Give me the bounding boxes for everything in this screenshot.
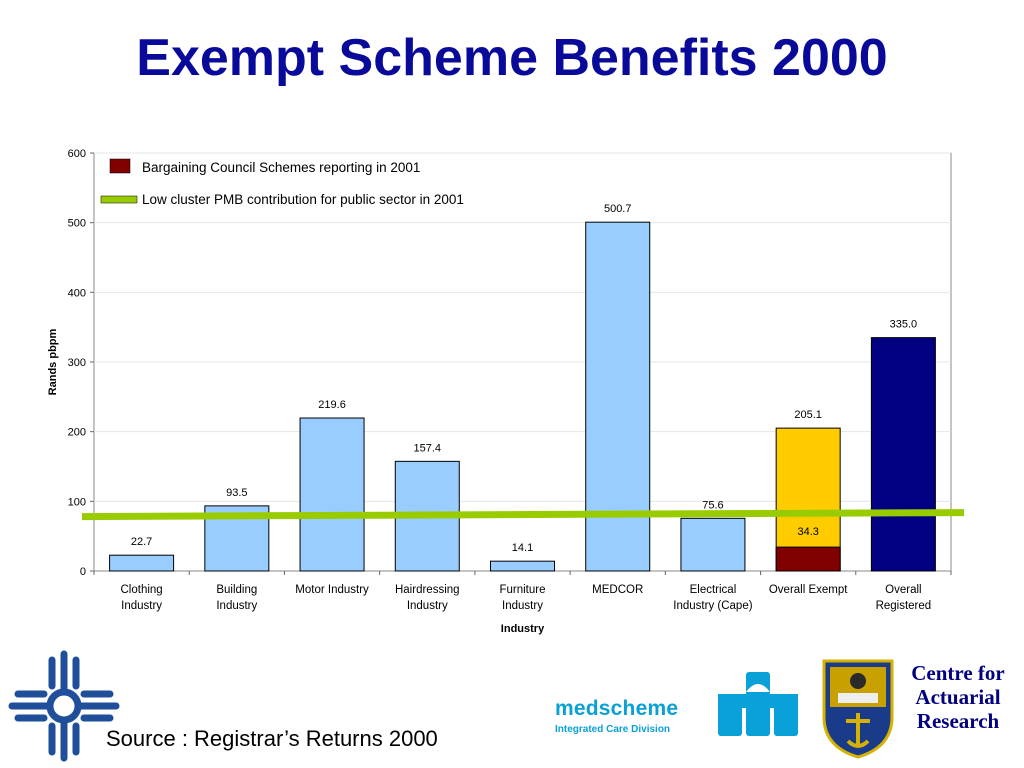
legend-entry: Bargaining Council Schemes reporting in … <box>142 160 420 175</box>
data-label: 335.0 <box>890 319 918 331</box>
cross-logo-icon <box>8 650 120 762</box>
bar <box>490 560 555 572</box>
data-label: 93.5 <box>226 487 247 499</box>
slide-title: Exempt Scheme Benefits 2000 <box>136 29 888 87</box>
overlay-bar <box>775 546 841 572</box>
bar <box>680 517 746 572</box>
data-label: 14.1 <box>512 542 533 554</box>
cfar-line: Actuarial <box>915 685 1001 709</box>
x-tick-label: Industry <box>407 600 448 612</box>
medscheme-tagline: Integrated Care Division <box>555 724 671 735</box>
reference-line <box>81 509 965 521</box>
x-tick-label: Industry <box>121 600 162 612</box>
x-tick-label: Furniture <box>499 584 545 596</box>
overlay-data-label: 34.3 <box>797 526 818 538</box>
data-label: 157.4 <box>414 442 442 454</box>
legend-swatch <box>109 158 131 174</box>
x-tick-label: Industry (Cape) <box>673 600 752 612</box>
data-label: 500.7 <box>604 203 632 215</box>
medscheme-wordmark: medscheme <box>555 697 679 720</box>
bar <box>585 221 651 572</box>
university-shield-icon <box>822 659 894 759</box>
x-tick-label: Building <box>216 584 257 596</box>
data-label: 22.7 <box>131 536 152 548</box>
cfar-line: Research <box>916 709 1000 733</box>
x-tick-label: Motor Industry <box>295 584 369 596</box>
y-axis-label: Rands pbpm <box>47 328 59 395</box>
legend-entry: Low cluster PMB contribution for public … <box>142 192 464 207</box>
cfar-line: Centre for <box>911 661 1005 685</box>
x-tick-label: Overall Exempt <box>769 584 848 596</box>
x-tick-label: Overall <box>885 584 921 596</box>
y-tick-label: 200 <box>68 427 86 439</box>
data-label: 75.6 <box>702 499 723 511</box>
y-tick-label: 0 <box>80 566 86 578</box>
bar <box>870 337 936 572</box>
x-tick-label: Hairdressing <box>395 584 460 596</box>
x-tick-label: Registered <box>876 600 932 612</box>
x-tick-label: Clothing <box>121 584 163 596</box>
y-tick-label: 100 <box>68 496 86 508</box>
source-note: Source : Registrar’s Returns 2000 <box>106 726 438 751</box>
bar <box>299 417 365 572</box>
x-tick-label: Electrical <box>690 584 737 596</box>
data-label: 205.1 <box>794 409 822 421</box>
y-tick-label: 600 <box>68 148 86 160</box>
x-tick-label: Industry <box>216 600 257 612</box>
x-axis-label: Industry <box>501 623 545 635</box>
y-tick-label: 500 <box>68 218 86 230</box>
y-tick-label: 300 <box>68 357 86 369</box>
data-label: 219.6 <box>318 399 346 411</box>
medscheme-symbol-icon <box>718 672 798 736</box>
y-tick-label: 400 <box>68 287 86 299</box>
cfar-logo-text: Centre for Actuarial Research <box>896 661 1020 733</box>
bar <box>109 554 175 572</box>
x-tick-label: MEDCOR <box>592 584 643 596</box>
legend-swatch <box>100 195 138 204</box>
x-tick-label: Industry <box>502 600 543 612</box>
